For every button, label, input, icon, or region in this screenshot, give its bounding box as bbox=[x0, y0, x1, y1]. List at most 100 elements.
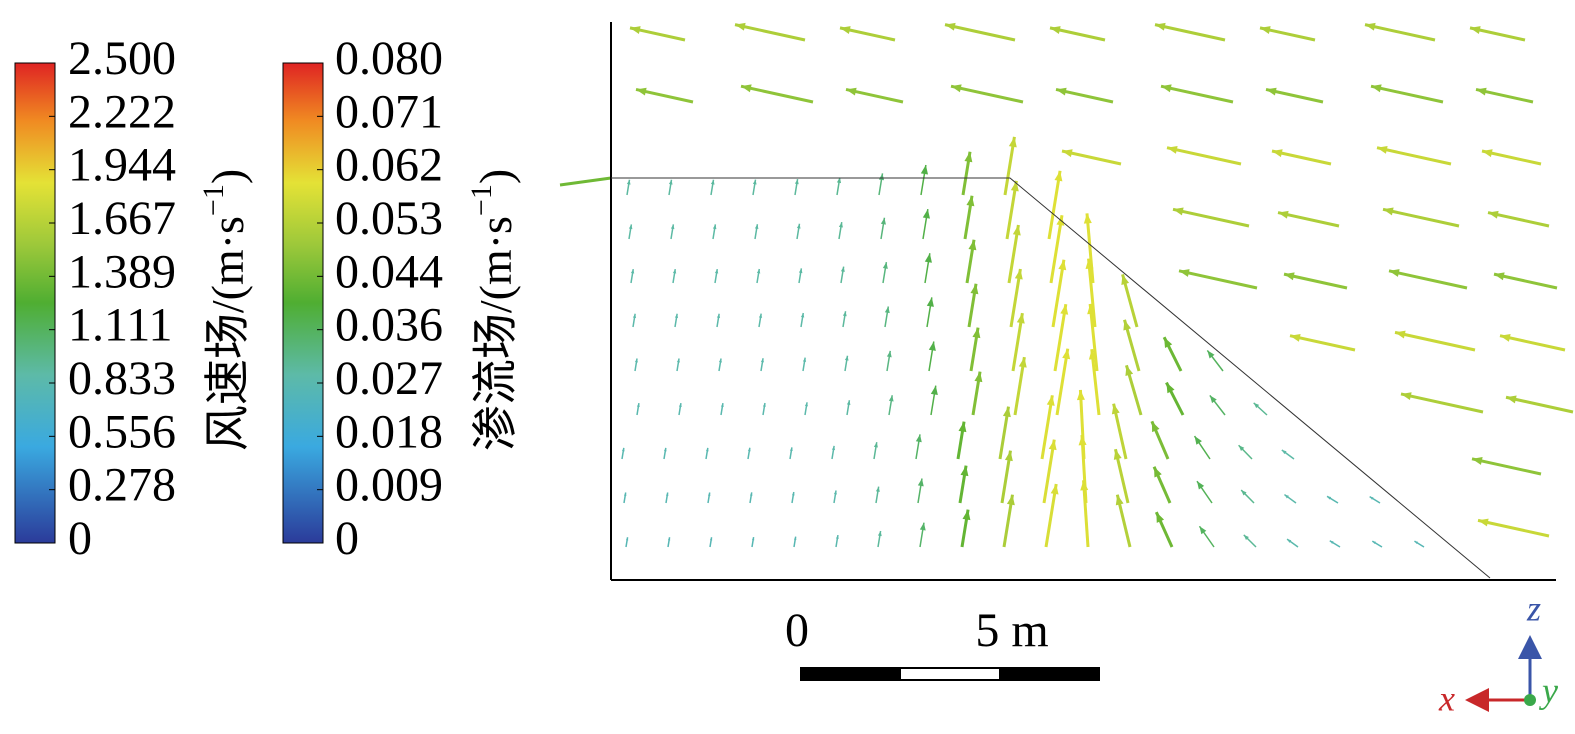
vector-arrowhead bbox=[1121, 274, 1130, 286]
vector-arrow bbox=[1087, 258, 1097, 328]
vector-arrowhead bbox=[924, 253, 932, 263]
vector-arrowhead bbox=[1369, 496, 1374, 500]
vector-arrowhead bbox=[1056, 87, 1067, 96]
vector-arrow bbox=[1277, 211, 1340, 228]
vector-arrowhead bbox=[1083, 213, 1092, 224]
vector-arrowhead bbox=[960, 465, 969, 477]
vector-arrowhead bbox=[1377, 145, 1388, 154]
vector-arrowhead bbox=[1050, 484, 1059, 495]
vector-arrowhead bbox=[636, 403, 640, 407]
vector-arrow bbox=[1040, 395, 1054, 460]
vector-arrow bbox=[1382, 207, 1460, 228]
vector-arrowhead bbox=[676, 358, 680, 363]
vector-arrow bbox=[1085, 213, 1095, 284]
scale-segment bbox=[800, 667, 900, 681]
vector-arrowhead bbox=[705, 447, 709, 452]
vector-arrowhead bbox=[1506, 395, 1517, 404]
vector-arrowhead bbox=[1054, 170, 1063, 182]
vector-arrowhead bbox=[928, 341, 936, 351]
vector-arrowhead bbox=[1076, 389, 1085, 401]
vector-arrowhead bbox=[1194, 436, 1202, 445]
vector-arrowhead bbox=[922, 209, 930, 219]
title-text: ) bbox=[202, 169, 253, 184]
vector-arrowhead bbox=[846, 400, 851, 405]
vector-arrowhead bbox=[754, 224, 759, 229]
colorbar bbox=[14, 62, 56, 544]
vector-arrowhead bbox=[831, 445, 836, 451]
vector-arrow bbox=[1283, 272, 1348, 290]
vector-arrowhead bbox=[964, 151, 973, 163]
vector-arrowhead bbox=[1476, 87, 1487, 96]
vector-arrow bbox=[1394, 330, 1476, 352]
vector-arrowhead bbox=[1179, 269, 1190, 277]
vector-arrowhead bbox=[1207, 350, 1215, 359]
vector-arrowhead bbox=[970, 283, 979, 295]
vector-arrowhead bbox=[846, 87, 857, 96]
vector-arrowhead bbox=[793, 536, 797, 540]
vector-arrowhead bbox=[1389, 269, 1400, 277]
vector-arrowhead bbox=[630, 269, 635, 274]
vector-arrowhead bbox=[888, 395, 894, 402]
vector-arrowhead bbox=[1414, 541, 1419, 545]
y-axis-dot bbox=[1524, 694, 1536, 706]
vector-arrowhead bbox=[836, 177, 842, 184]
vector-arrowhead bbox=[1050, 26, 1061, 34]
vector-arrowhead bbox=[1111, 403, 1120, 415]
vector-arrowhead bbox=[1241, 490, 1247, 496]
vector-arrowhead bbox=[844, 355, 849, 361]
title-sup: −1 bbox=[197, 184, 230, 216]
vector-arrowhead bbox=[749, 492, 753, 496]
vector-arrowhead bbox=[1494, 272, 1505, 281]
vector-arrowhead bbox=[958, 421, 967, 433]
vector-arrowhead bbox=[623, 492, 627, 496]
vector-arrowhead bbox=[915, 434, 922, 443]
vector-arrowhead bbox=[878, 173, 885, 181]
colorbar-tick-label: 2.222 bbox=[68, 85, 176, 138]
vector-arrowhead bbox=[804, 402, 808, 407]
vector-arrowhead bbox=[1167, 145, 1178, 154]
vector-arrowhead bbox=[1253, 402, 1260, 409]
vector-arrowhead bbox=[636, 87, 647, 96]
vector-arrowhead bbox=[920, 164, 929, 175]
vector-arrowhead bbox=[1113, 449, 1122, 460]
scale-segment bbox=[1000, 667, 1100, 681]
vector-arrowhead bbox=[626, 179, 631, 185]
vector-arrowhead bbox=[1243, 534, 1249, 540]
vector-arrowhead bbox=[1290, 333, 1301, 342]
colorbar-title: 风速场/(m·s−1) bbox=[197, 169, 253, 451]
vector-arrowhead bbox=[1371, 84, 1382, 93]
vector-arrowhead bbox=[1372, 541, 1376, 545]
vector-arrow bbox=[1289, 334, 1356, 352]
vector-arrowhead bbox=[1078, 435, 1087, 446]
vector-arrowhead bbox=[1199, 526, 1207, 535]
vector-arrowhead bbox=[802, 357, 807, 362]
vector-arrowhead bbox=[1058, 259, 1067, 271]
vector-arrowhead bbox=[707, 492, 711, 496]
vector-arrowhead bbox=[789, 447, 793, 452]
colorbar-tick-label: 0 bbox=[68, 512, 92, 565]
title-text: ) bbox=[470, 169, 521, 184]
colorbar-tick-label: 2.500 bbox=[68, 32, 176, 85]
vector-arrowhead bbox=[794, 179, 799, 185]
vector-arrowhead bbox=[1151, 421, 1160, 433]
vector-arrowhead bbox=[720, 403, 724, 407]
vector-arrow bbox=[1178, 269, 1258, 290]
colorbar-tick-label: 0.556 bbox=[68, 405, 176, 458]
vector-arrowhead bbox=[630, 26, 641, 34]
vector-arrow bbox=[944, 23, 1016, 42]
vector-arrow bbox=[1166, 146, 1242, 166]
scale-segment bbox=[899, 667, 1001, 681]
axis-label: x bbox=[1438, 678, 1455, 718]
vector-arrow bbox=[1471, 457, 1542, 476]
vector-arrowhead bbox=[762, 402, 766, 407]
vector-field bbox=[559, 22, 1574, 548]
colorbar-tick-label: 1.667 bbox=[68, 192, 176, 245]
vector-arrowhead bbox=[1123, 319, 1132, 331]
vector-arrowhead bbox=[1482, 149, 1493, 158]
vector-arrowhead bbox=[875, 486, 880, 492]
vector-arrowhead bbox=[1500, 333, 1511, 342]
vector-arrow bbox=[1055, 348, 1070, 416]
colorbar-tick-label: 1.111 bbox=[68, 299, 172, 352]
colorbar-tick-label: 0.080 bbox=[335, 32, 443, 85]
